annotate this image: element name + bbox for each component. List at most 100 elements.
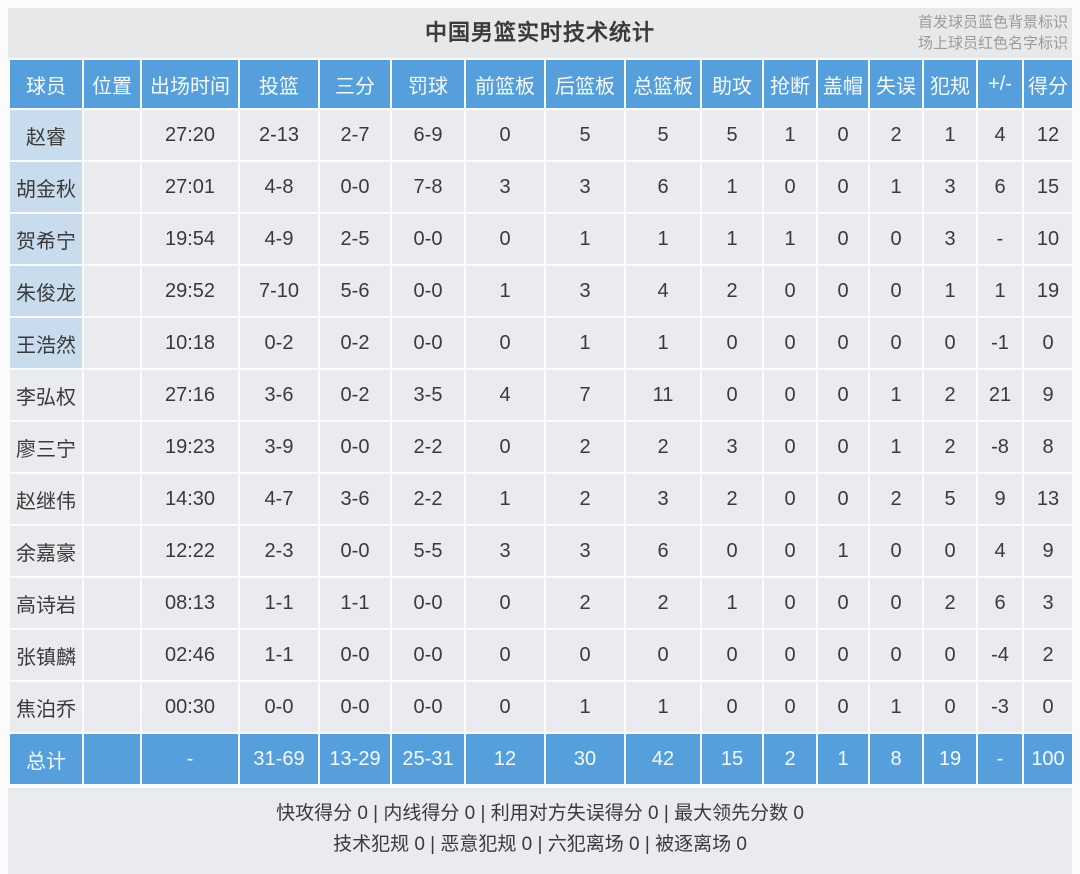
table-row: 焦泊乔 00:30 0-0 0-0 0-0 0 1 1 0 0 0 1 0 -3 0 (8, 680, 1074, 734)
column-header: 出场时间 (140, 58, 240, 110)
player-position (82, 160, 142, 214)
totals-stat-cell: 15 (700, 732, 764, 786)
page-title: 中国男篮实时技术统计 (424, 20, 655, 45)
player-position (82, 108, 142, 162)
stat-cell: 0-0 (390, 576, 466, 630)
column-header: 投篮 (238, 58, 320, 110)
stat-cell: 0-0 (318, 680, 392, 734)
stat-cell: 5-6 (318, 264, 392, 318)
stat-cell: 0 (464, 316, 546, 370)
player-name: 贺希宁 (8, 212, 84, 266)
stat-cell: 0 (700, 680, 764, 734)
stat-cell: 15 (1022, 160, 1074, 214)
stat-cell: 7 (544, 368, 626, 422)
column-header: 盖帽 (816, 58, 870, 110)
stat-cell: 0 (922, 680, 978, 734)
totals-stat-cell: 100 (1022, 732, 1074, 786)
stat-cell: 1 (544, 316, 626, 370)
totals-stat-cell: - (140, 732, 240, 786)
stat-cell: 0-0 (390, 628, 466, 682)
stat-cell: 0 (464, 628, 546, 682)
stat-cell: 6-9 (390, 108, 466, 162)
stat-cell: 0 (700, 628, 764, 682)
stat-cell: 3 (700, 420, 764, 474)
stat-cell: 10:18 (140, 316, 240, 370)
stat-cell: 00:30 (140, 680, 240, 734)
totals-stat-cell: - (976, 732, 1024, 786)
stat-cell: 7-8 (390, 160, 466, 214)
stat-cell: 1 (700, 576, 764, 630)
stat-cell: 12 (1022, 108, 1074, 162)
table-row: 贺希宁 19:54 4-9 2-5 0-0 0 1 1 1 1 0 0 3-10 (8, 212, 1074, 266)
stat-cell: 27:20 (140, 108, 240, 162)
stat-cell: 21 (976, 368, 1024, 422)
stat-cell: 0-0 (390, 316, 466, 370)
totals-stat-cell: 8 (868, 732, 924, 786)
stat-cell: 0 (762, 576, 818, 630)
stat-cell: 0 (922, 524, 978, 578)
team-summary: 快攻得分 0 | 内线得分 0 | 利用对方失误得分 0 | 最大领先分数 0 … (8, 788, 1072, 874)
stat-cell: 5-5 (390, 524, 466, 578)
stat-cell: 5 (922, 472, 978, 526)
stat-cell: 0 (700, 524, 764, 578)
stat-cell: 2 (922, 420, 978, 474)
stat-cell: 0 (700, 368, 764, 422)
stat-cell: 0-0 (238, 680, 320, 734)
stat-cell: 6 (624, 524, 702, 578)
stat-cell: 0 (816, 108, 870, 162)
stat-cell: 0 (816, 212, 870, 266)
column-header: 抢断 (762, 58, 818, 110)
player-name: 李弘权 (8, 368, 84, 422)
stat-cell: 3 (544, 524, 626, 578)
player-position (82, 264, 142, 318)
legend-line-starters: 首发球员蓝色背景标识 (917, 14, 1068, 31)
totals-stat-cell: 13-29 (318, 732, 392, 786)
stat-cell: 4-9 (238, 212, 320, 266)
player-name: 张镇麟 (8, 628, 84, 682)
stat-cell: 0 (762, 368, 818, 422)
table-row: 胡金秋 27:01 4-8 0-0 7-8 3 3 6 1 0 0 1 3 6 15 (8, 160, 1074, 214)
stat-cell: 7-10 (238, 264, 320, 318)
stat-cell: 0 (544, 628, 626, 682)
stat-cell: 2-2 (390, 420, 466, 474)
table-row: 高诗岩 08:13 1-1 1-1 0-0 0 2 2 1 0 0 0 2 6 3 (8, 576, 1074, 630)
table-row: 张镇麟 02:46 1-1 0-0 0-0 0 0 0 0 0 0 0 0 -4 2 (8, 628, 1074, 682)
stat-cell: 1 (868, 680, 924, 734)
stat-cell: 1 (700, 160, 764, 214)
stat-cell: 0 (762, 680, 818, 734)
stat-cell: 1 (816, 524, 870, 578)
player-position (82, 628, 142, 682)
column-header: 犯规 (922, 58, 978, 110)
totals-stat-cell: 12 (464, 732, 546, 786)
table-row: 余嘉豪 12:22 2-3 0-0 5-5 3 3 6 0 0 1 0 0 4 9 (8, 524, 1074, 578)
summary-line-scoring: 快攻得分 0 | 内线得分 0 | 利用对方失误得分 0 | 最大领先分数 0 (276, 803, 804, 824)
player-position (82, 472, 142, 526)
totals-label: 总计 (8, 732, 84, 786)
stat-cell: 0-0 (318, 524, 392, 578)
stat-cell: 0-0 (318, 628, 392, 682)
stat-cell: 0-0 (390, 680, 466, 734)
stat-cell: 0-2 (318, 316, 392, 370)
totals-stat-cell: 42 (624, 732, 702, 786)
stat-cell: 3-6 (318, 472, 392, 526)
player-name: 焦泊乔 (8, 680, 84, 734)
column-header: 后篮板 (544, 58, 626, 110)
stat-cell: 0 (868, 264, 924, 318)
totals-stat-cell: 1 (816, 732, 870, 786)
stat-cell: 2-3 (238, 524, 320, 578)
stat-cell: 1 (922, 108, 978, 162)
stat-cell: 0 (464, 680, 546, 734)
stat-cell: 2 (624, 420, 702, 474)
player-position (82, 524, 142, 578)
stat-cell: 0 (464, 212, 546, 266)
stat-cell: 3 (464, 160, 546, 214)
table-row: 王浩然 10:18 0-2 0-2 0-0 0 1 1 0 0 0 0 0 -1 0 (8, 316, 1074, 370)
totals-position (82, 732, 142, 786)
player-name: 朱俊龙 (8, 264, 84, 318)
stat-cell: 1 (464, 472, 546, 526)
stat-cell: 2-7 (318, 108, 392, 162)
table-body: 赵睿 27:20 2-13 2-7 6-9 0 5 5 5 1 0 2 1 4 12 胡金秋 27:01 4-8 0… (8, 108, 1074, 786)
stat-cell: 5 (544, 108, 626, 162)
stat-cell: 2-5 (318, 212, 392, 266)
stat-cell: 0 (868, 316, 924, 370)
